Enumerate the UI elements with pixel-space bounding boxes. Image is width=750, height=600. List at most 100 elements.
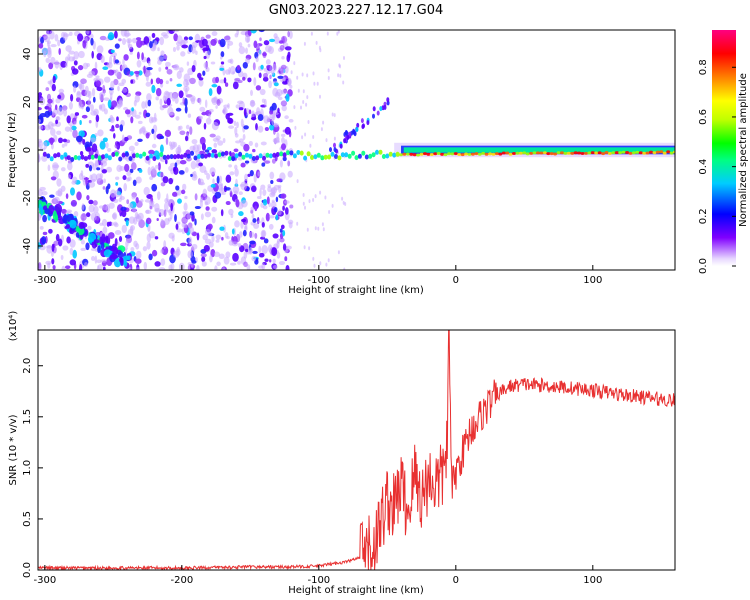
- spectrogram-cell: [220, 61, 225, 65]
- spectrogram-cell: [310, 31, 313, 36]
- spectrogram-cell: [287, 170, 293, 178]
- spectrogram-cell: [409, 152, 414, 156]
- spectrogram-cell: [44, 208, 50, 215]
- spectrogram-cell: [176, 35, 183, 45]
- spectrogram-cell: [244, 222, 248, 230]
- spectrogram-cell: [258, 72, 262, 79]
- spectrogram-cell: [333, 147, 337, 153]
- spectrogram-cell: [121, 65, 126, 70]
- spectrogram-cell: [185, 87, 188, 97]
- spectrogram-cell: [85, 242, 90, 251]
- spectrogram-cell: [132, 179, 137, 187]
- spectrogram-cell: [253, 173, 257, 183]
- spectrogram-cell: [139, 127, 146, 134]
- spectrogram-cell: [386, 97, 390, 103]
- spectrogram-cell: [270, 179, 274, 185]
- spectrogram-cell: [69, 219, 77, 229]
- spectrogram-cell: [290, 70, 293, 75]
- spectrogram-cell: [178, 170, 185, 175]
- spectrogram-cell: [304, 205, 306, 210]
- spectrogram-cell: [323, 154, 328, 160]
- spectrogram-cell: [84, 90, 91, 97]
- spectrogram-cell: [228, 208, 234, 216]
- spectrogram-cell: [301, 135, 304, 140]
- spectrogram-cell: [296, 75, 299, 80]
- spectrogram-cell: [131, 153, 136, 159]
- spectrogram-cell: [249, 169, 254, 177]
- spectrogram-cell: [405, 152, 410, 156]
- spectrogram-cell: [170, 202, 174, 212]
- spectrogram-cell: [83, 156, 88, 162]
- spectrogram-cell: [282, 80, 289, 85]
- spectrogram-cell: [313, 154, 318, 160]
- spectrogram-cell: [79, 119, 82, 126]
- spectrogram-cell: [188, 36, 193, 41]
- spectrogram-cell: [284, 207, 289, 215]
- spectrogram-cell: [151, 183, 158, 192]
- spectrogram-cell: [202, 188, 208, 198]
- spectrogram-cell: [340, 152, 345, 158]
- spectrogram-cell: [287, 79, 292, 86]
- spectrogram-cell: [247, 30, 252, 37]
- spectrogram-cell: [282, 152, 287, 158]
- spectrogram-cell: [56, 152, 61, 158]
- spectrogram-cell: [238, 46, 246, 55]
- carrier-band-mid: [403, 147, 675, 153]
- spectrogram-cell: [150, 78, 154, 85]
- spectrogram-cell: [186, 61, 190, 66]
- spectrogram-cell: [107, 183, 111, 190]
- spectrogram-cell: [114, 69, 119, 77]
- spectrogram-y-tick-label: 0: [22, 147, 33, 153]
- spectrogram-cell: [69, 124, 73, 133]
- spectrogram-cell: [42, 214, 47, 223]
- spectrogram-cell: [130, 247, 135, 252]
- spectrogram-cell: [206, 172, 211, 180]
- spectrogram-cell: [255, 122, 258, 131]
- spectrogram-cell: [132, 37, 137, 44]
- spectrogram-cell: [288, 30, 293, 39]
- spectrogram-cell: [60, 254, 64, 260]
- spectrogram-cell: [87, 98, 91, 108]
- spectrogram-cell: [205, 117, 212, 125]
- spectrogram-cell: [94, 255, 98, 264]
- spectrogram-cell: [546, 152, 551, 156]
- spectrogram-cell: [113, 133, 116, 139]
- spectrogram-cell: [40, 36, 45, 44]
- spectrogram-cell: [282, 243, 287, 251]
- spectrogram-cell: [148, 149, 155, 155]
- spectrogram-cell: [225, 251, 231, 259]
- spectrogram-cell: [245, 248, 249, 253]
- spectrogram-cell: [331, 203, 334, 208]
- spectrogram-cell: [247, 173, 251, 178]
- spectrogram-cell: [48, 137, 55, 144]
- spectrogram-cell: [65, 223, 71, 230]
- spectrogram-cell: [121, 224, 128, 234]
- spectrogram-cell: [392, 152, 397, 158]
- spectrogram-cell: [205, 34, 211, 39]
- spectrogram-cell: [343, 267, 346, 270]
- spectrogram-cell: [279, 159, 283, 168]
- spectrogram-cell: [97, 245, 101, 254]
- spectrogram-cell: [168, 177, 174, 185]
- spectrogram-cell: [267, 244, 273, 253]
- snr-scale-label: (x10⁴): [8, 311, 19, 342]
- spectrogram-cell: [175, 185, 180, 191]
- spectrogram-cell: [253, 40, 258, 49]
- spectrogram-cell: [57, 39, 61, 47]
- spectrogram-cell: [238, 42, 243, 48]
- spectrogram-cell: [220, 209, 224, 217]
- spectrogram-cell: [177, 144, 181, 154]
- spectrogram-cell: [244, 34, 251, 43]
- spectrogram-cell: [272, 258, 276, 264]
- spectrogram-cell: [238, 191, 243, 196]
- spectrogram-cell: [176, 70, 182, 80]
- spectrogram-cell: [209, 133, 216, 138]
- spectrogram-cell: [52, 75, 56, 84]
- spectrogram-cell: [183, 152, 188, 158]
- spectrogram-cell: [189, 77, 196, 85]
- spectrogram-cell: [227, 156, 232, 161]
- spectrogram-cell: [229, 188, 232, 193]
- spectrogram-cell: [185, 124, 190, 130]
- spectrogram-cell: [248, 140, 253, 146]
- spectrogram-cell: [282, 156, 287, 162]
